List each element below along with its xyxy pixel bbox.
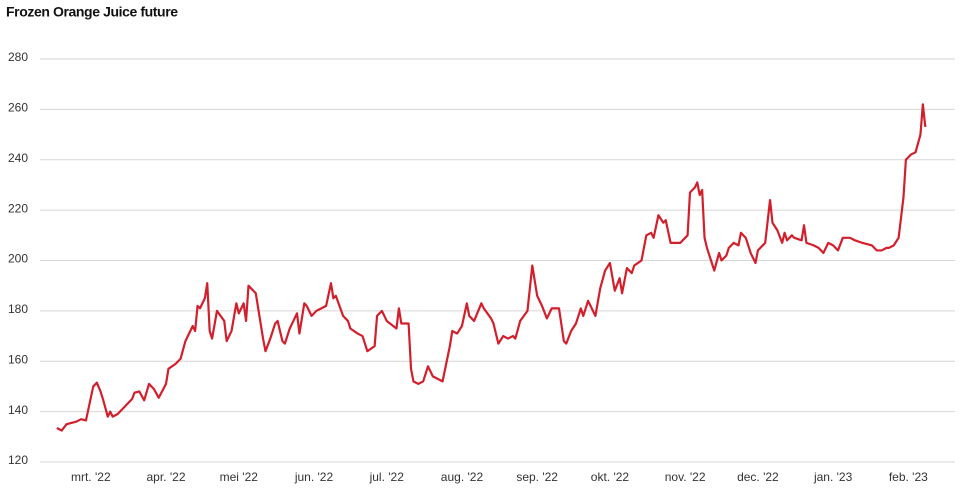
x-tick-label: feb. '23: [889, 470, 928, 484]
y-tick-label: 260: [8, 101, 28, 115]
x-tick-label: mei '22: [220, 470, 259, 484]
x-tick-label: jun. '22: [294, 470, 334, 484]
y-tick-label: 120: [8, 453, 28, 467]
y-tick-label: 180: [8, 302, 28, 316]
y-tick-label: 160: [8, 352, 28, 366]
x-tick-label: nov. '22: [665, 470, 706, 484]
x-tick-label: mrt. '22: [71, 470, 111, 484]
x-tick-label: dec. '22: [737, 470, 779, 484]
y-tick-label: 200: [8, 252, 28, 266]
x-tick-label: okt. '22: [591, 470, 630, 484]
y-tick-label: 220: [8, 201, 28, 215]
y-tick-label: 240: [8, 151, 28, 165]
x-tick-label: sep. '22: [516, 470, 558, 484]
x-tick-label: aug. '22: [441, 470, 484, 484]
y-tick-label: 140: [8, 403, 28, 417]
chart-title: Frozen Orange Juice future: [6, 4, 178, 20]
x-tick-label: jul. '22: [369, 470, 405, 484]
price-line: [56, 103, 927, 432]
x-tick-label: apr. '22: [147, 470, 186, 484]
x-tick-label: jan. '23: [813, 470, 853, 484]
y-tick-label: 280: [8, 50, 28, 64]
